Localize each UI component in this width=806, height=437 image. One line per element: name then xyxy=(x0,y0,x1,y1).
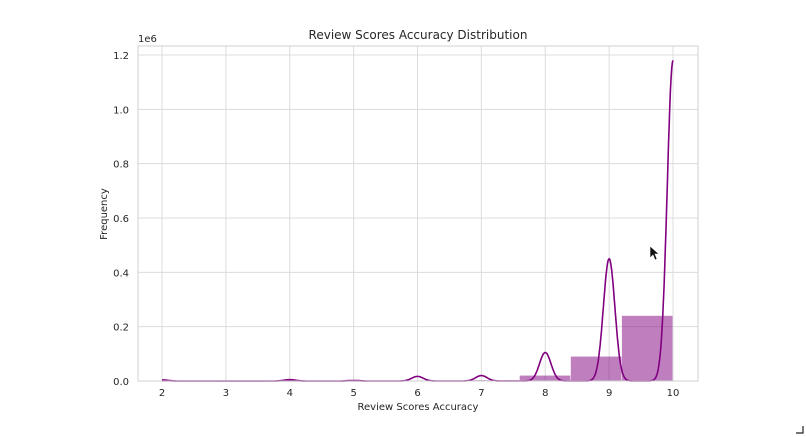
x-tick-label: 10 xyxy=(667,388,680,399)
x-tick-label: 9 xyxy=(606,388,612,399)
y-axis-label: Frequency xyxy=(99,188,110,240)
y-offset-text: 1e6 xyxy=(138,34,157,45)
y-tick-label: 0.0 xyxy=(113,377,129,388)
x-tick-label: 7 xyxy=(478,388,484,399)
x-tick-label: 6 xyxy=(414,388,420,399)
y-axis-ticks: 0.0 0.2 0.4 0.6 0.8 1.0 1.2 xyxy=(113,51,129,388)
y-tick-label: 0.2 xyxy=(113,323,129,334)
y-tick-label: 1.2 xyxy=(113,51,129,62)
x-axis-ticks: 2 3 4 5 6 7 8 9 10 xyxy=(159,388,680,399)
histogram-bar xyxy=(519,375,571,381)
x-tick-label: 3 xyxy=(223,388,229,399)
x-tick-label: 4 xyxy=(287,388,293,399)
y-tick-label: 0.4 xyxy=(113,268,129,279)
histogram-bar xyxy=(621,315,673,381)
y-tick-label: 1.0 xyxy=(113,105,129,116)
x-tick-label: 8 xyxy=(542,388,548,399)
chart-title: Review Scores Accuracy Distribution xyxy=(309,28,528,42)
x-tick-label: 2 xyxy=(159,388,165,399)
resize-corner-icon xyxy=(796,426,804,434)
y-tick-label: 0.6 xyxy=(113,214,129,225)
mouse-cursor-icon xyxy=(649,245,660,261)
y-tick-label: 0.8 xyxy=(113,160,129,171)
plot-frame xyxy=(137,45,699,382)
x-axis-label: Review Scores Accuracy xyxy=(358,402,479,413)
grid-lines xyxy=(138,46,698,382)
x-tick-label: 5 xyxy=(350,388,356,399)
